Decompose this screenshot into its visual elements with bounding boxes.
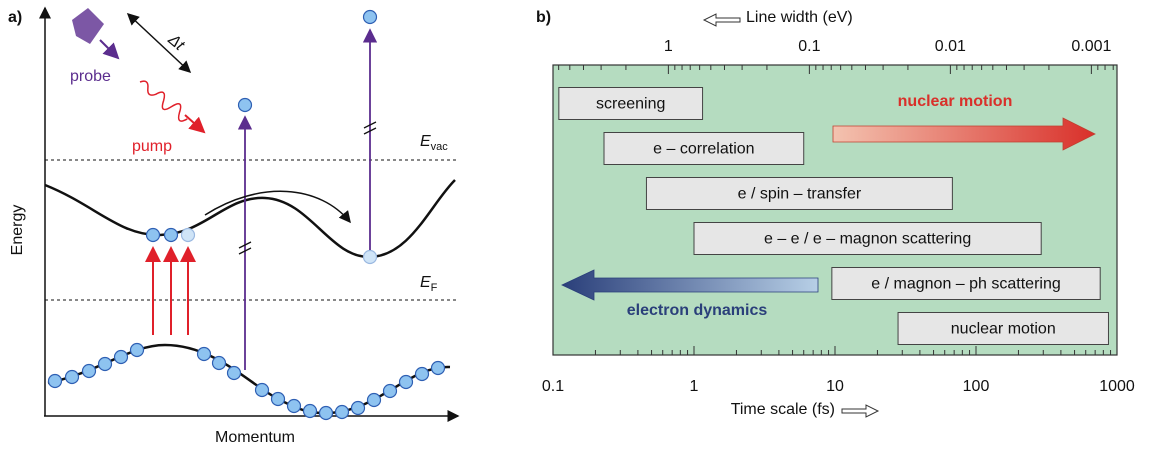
figure: a) Energy Momentum Evac EF probe Δt: [0, 0, 1149, 452]
x2-tick-label: 0.001: [1071, 38, 1111, 55]
panel-a: a) Energy Momentum Evac EF probe Δt: [8, 8, 458, 446]
probe-pulse: [72, 8, 104, 44]
annotation: electron dynamics: [627, 302, 768, 319]
bar-label: nuclear motion: [951, 321, 1056, 338]
probe-arrow: [100, 40, 118, 58]
x2-axis-arrow: [704, 14, 740, 26]
x-tick-label: 10: [826, 378, 844, 395]
x-axis-label: Momentum: [215, 429, 295, 446]
panel-label: b): [536, 9, 551, 26]
x2-tick-label: 0.1: [798, 38, 820, 55]
y-axis-label: Energy: [9, 205, 26, 256]
x-tick-label: 100: [963, 378, 990, 395]
e-f-label: EF: [420, 274, 438, 294]
annotation: nuclear motion: [898, 93, 1013, 110]
pump-pulse: [136, 76, 192, 124]
x2-axis-label: Line width (eV): [746, 9, 853, 26]
probe-label: probe: [70, 68, 111, 85]
x-tick-label: 0.1: [542, 378, 564, 395]
bar-label: e / spin – transfer: [738, 186, 862, 203]
photoemission-arrows: [239, 30, 376, 370]
excitation-arrows: [153, 248, 188, 335]
x2-tick-label: 1: [664, 38, 673, 55]
upper-band: [45, 180, 455, 257]
x-tick-label: 1000: [1099, 378, 1135, 395]
x-axis-label: Time scale (fs): [731, 401, 835, 418]
e-vac-label: Evac: [420, 133, 448, 153]
x-tick-label: 1: [690, 378, 699, 395]
bar-label: screening: [596, 96, 665, 113]
panel-b: 0.1 1 10 100 1000 1 0.1 0.01 0.001 Time scale (fs…: [542, 9, 1135, 418]
lower-band: [48, 345, 450, 413]
pump-arrow: [185, 115, 204, 132]
bar-label: e / magnon – ph scattering: [871, 276, 1060, 293]
panel-label: a): [8, 9, 22, 26]
bar-label: e – correlation: [653, 141, 754, 158]
pump-label: pump: [132, 138, 172, 155]
x-axis-arrow: [842, 405, 878, 417]
relaxation-arrow: [205, 191, 350, 222]
x2-tick-label: 0.01: [935, 38, 966, 55]
bar-label: e – e / e – magnon scattering: [764, 231, 971, 248]
